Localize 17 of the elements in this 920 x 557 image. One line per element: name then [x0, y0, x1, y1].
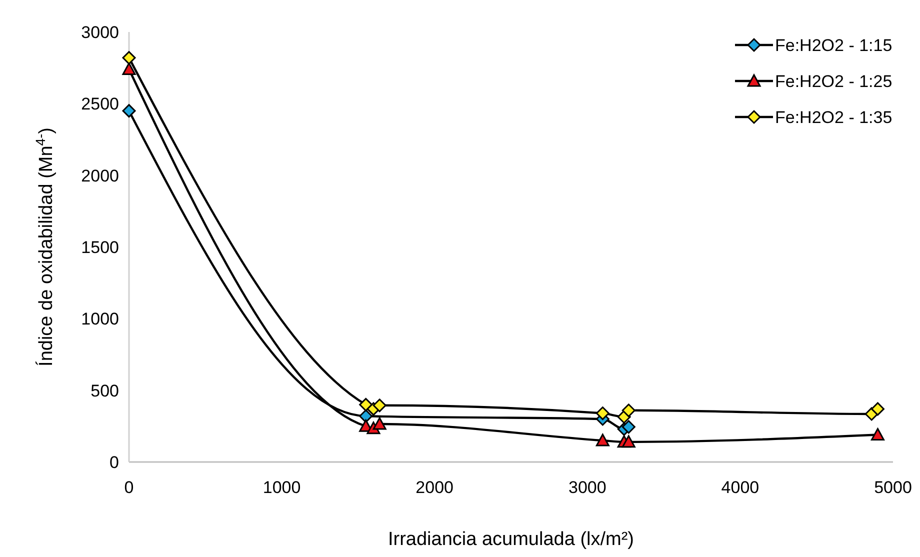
y-tick-label: 0: [110, 452, 119, 472]
y-tick-label: 1000: [81, 310, 119, 329]
y-tick-label: 1500: [81, 238, 119, 257]
y-tick-label: 3000: [81, 22, 119, 42]
x-tick-label: 4000: [721, 478, 760, 497]
x-tick-label: 3000: [568, 478, 606, 497]
x-tick-label: 2000: [416, 478, 454, 497]
x-tick-label: 0: [124, 478, 134, 497]
legend-label: Fe:H2O2 - 1:15: [775, 36, 892, 55]
x-tick-label: 1000: [262, 478, 301, 497]
legend-label: Fe:H2O2 - 1:35: [775, 108, 892, 127]
y-tick-label: 2500: [81, 94, 119, 114]
x-axis-title: Irradiancia acumulada (lx/m²): [388, 529, 634, 550]
y-tick-label: 2000: [81, 166, 119, 186]
y-tick-label: 500: [90, 381, 119, 400]
legend-label: Fe:H2O2 - 1:25: [775, 72, 892, 91]
x-tick-label: 5000: [874, 478, 912, 497]
